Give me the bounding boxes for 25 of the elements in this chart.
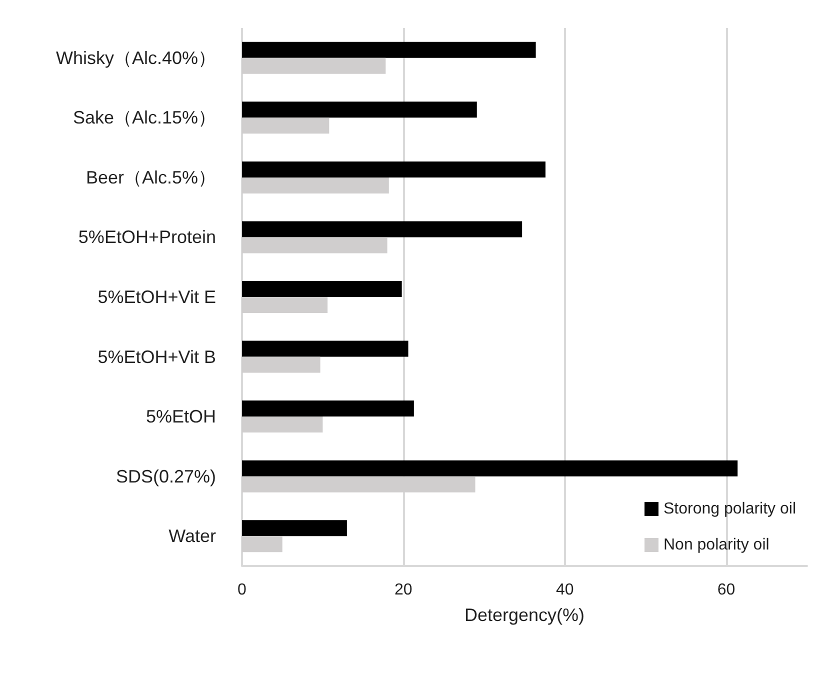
bar [242,340,408,357]
y-tick-label: Beer（Alc.5%） [86,167,216,188]
y-tick-label: 5%EtOH [146,406,216,427]
legend-label: Storong polarity oil [663,500,796,518]
bar [242,221,522,238]
bar [242,281,402,297]
y-tick-label: Whisky（Alc.40%） [56,48,216,68]
y-tick-label: 5%EtOH+Vit E [98,287,216,307]
legend-label: Non polarity oil [663,536,770,554]
bar [242,460,738,476]
x-tick-label: 20 [394,582,412,598]
x-tick-label: 40 [556,582,574,598]
bar [242,520,347,536]
y-tick-label: 5%EtOH+Protein [78,227,216,248]
y-tick-label: 5%EtOH+Vit B [98,346,216,367]
bar [242,42,536,58]
bar [242,400,414,417]
bar [242,161,546,178]
y-tick-label: Water [168,526,216,546]
x-tick-label: 60 [717,582,736,598]
x-axis-title: Detergency(%) [464,605,585,625]
y-tick-label: Sake（Alc.15%） [72,108,216,128]
bar [242,102,477,118]
y-tick-label: SDS(0.27%) [116,466,216,486]
x-tick-label: 0 [238,582,247,598]
